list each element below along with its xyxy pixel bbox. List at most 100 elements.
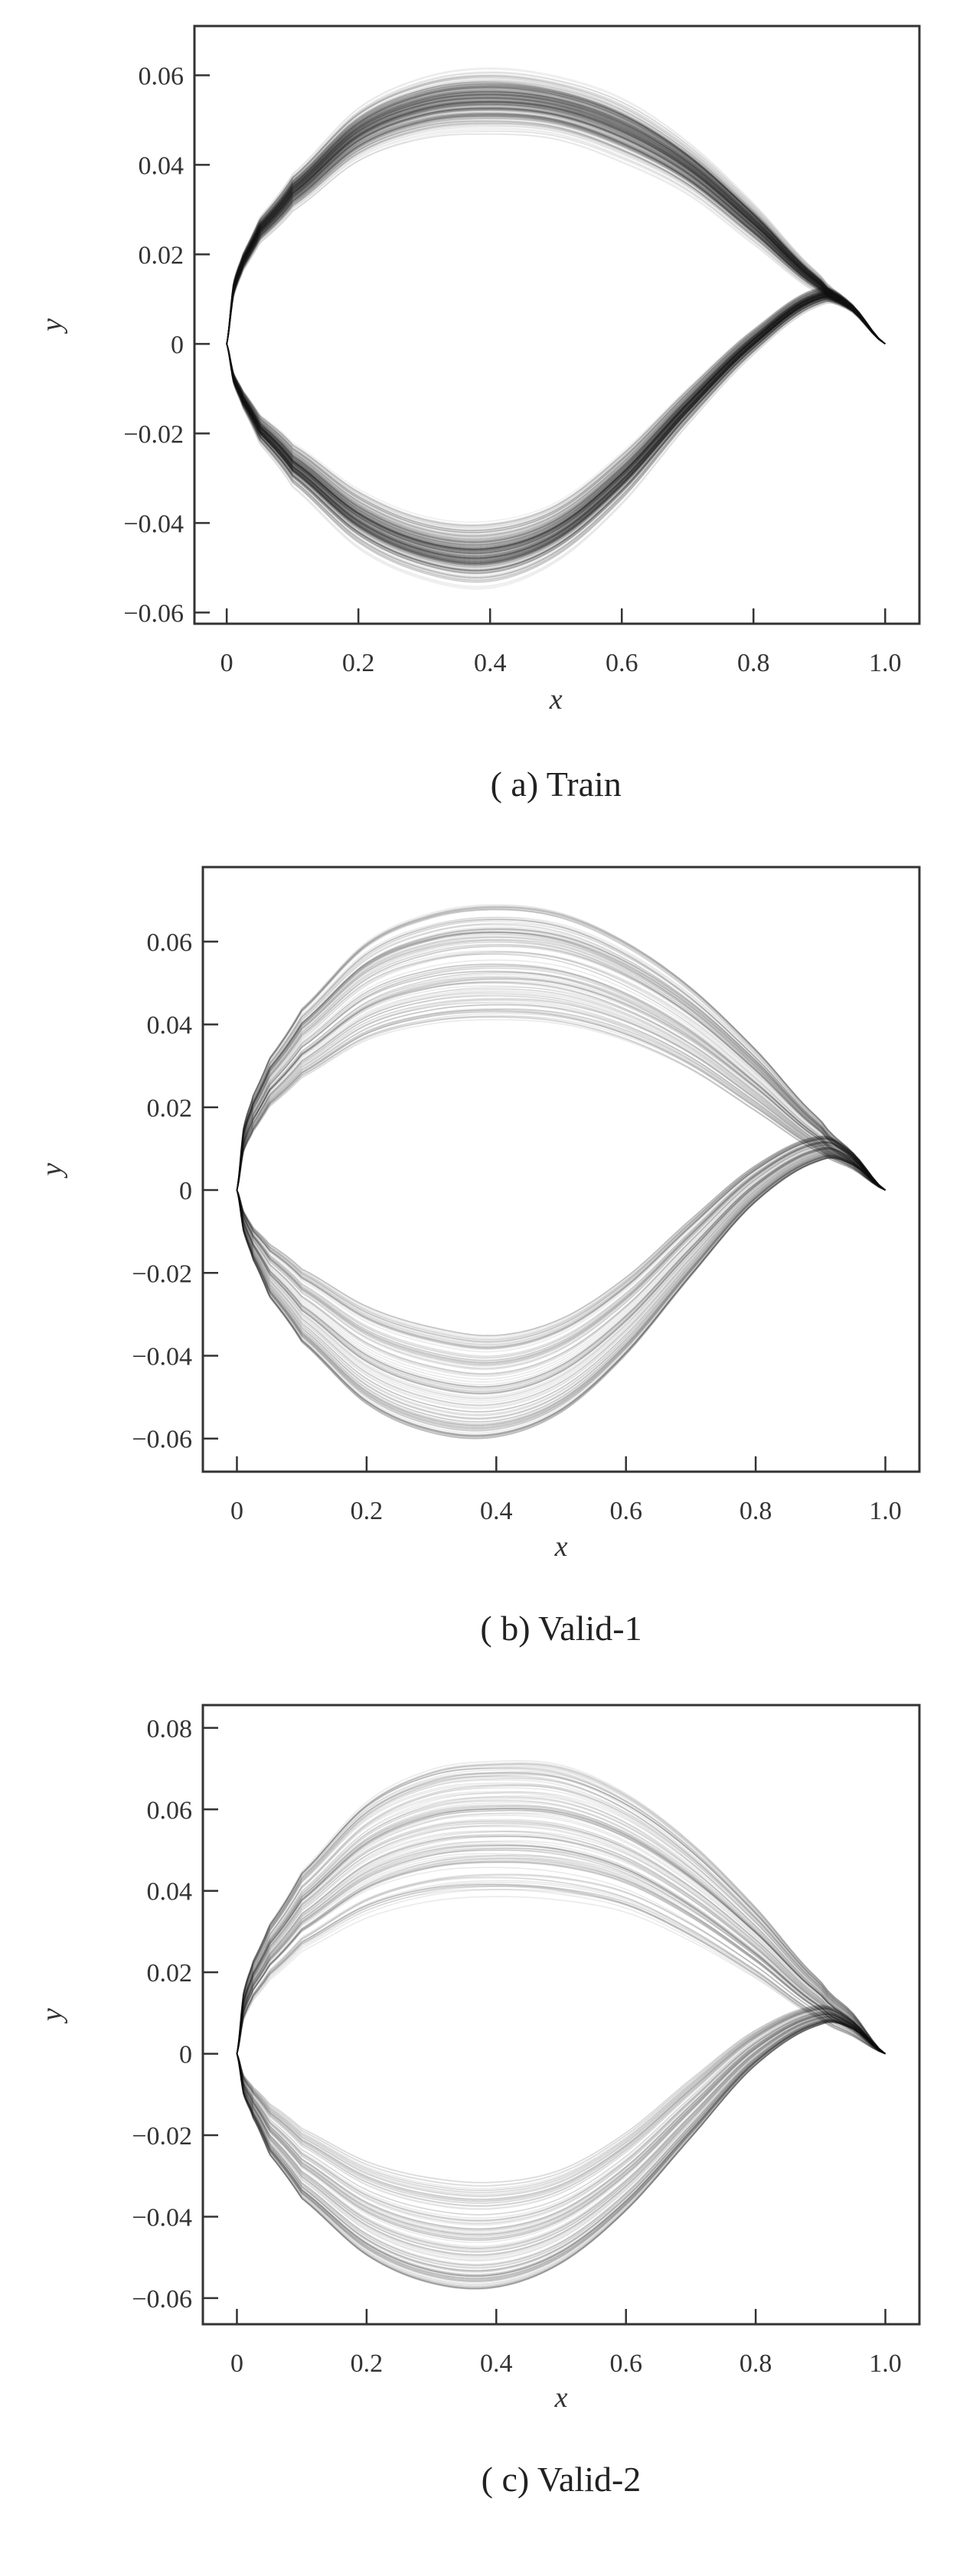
- curve-upper: [226, 86, 886, 345]
- curve-upper: [236, 904, 886, 1191]
- curve-lower: [236, 2020, 886, 2281]
- curve-upper: [226, 103, 886, 345]
- curve-lower: [226, 295, 886, 558]
- curve-lower: [236, 2019, 886, 2275]
- y-tick-label: −0.06: [123, 599, 184, 628]
- curve-upper: [226, 89, 886, 345]
- curve-lower: [236, 2020, 886, 2281]
- curve-lower: [226, 289, 886, 532]
- curve-upper: [226, 92, 886, 345]
- curve-upper: [236, 1850, 886, 2055]
- curve-upper: [226, 101, 886, 345]
- curve-lower: [226, 294, 886, 556]
- curve-lower: [236, 2007, 886, 2200]
- curve-lower: [236, 2016, 886, 2252]
- curve-upper: [236, 1772, 886, 2055]
- curve-lower: [226, 296, 886, 564]
- curve-lower: [236, 1156, 886, 1436]
- curve-lower: [226, 290, 886, 540]
- curve-upper: [226, 101, 886, 345]
- curve-upper: [226, 93, 886, 345]
- curve-upper: [226, 123, 886, 345]
- curve-lower: [236, 2015, 886, 2249]
- curves: [226, 67, 886, 590]
- curve-upper: [236, 989, 886, 1191]
- curve-lower: [236, 2006, 886, 2193]
- y-tick-label: 0.06: [147, 928, 193, 957]
- curve-lower: [236, 2019, 886, 2277]
- x-tick-label: 0.4: [480, 1497, 513, 1525]
- curve-lower: [226, 296, 886, 566]
- curve-lower: [226, 295, 886, 558]
- curve-lower: [236, 1146, 886, 1386]
- curve-lower: [226, 293, 886, 551]
- curve-upper: [236, 1836, 886, 2055]
- curve-lower: [236, 1141, 886, 1361]
- curve-upper: [226, 85, 886, 345]
- curve-upper: [226, 116, 886, 345]
- curve-lower: [226, 295, 886, 559]
- curve-lower: [226, 295, 886, 560]
- curve-lower: [236, 1140, 886, 1358]
- curve-upper: [226, 101, 886, 345]
- curve-upper: [226, 83, 886, 345]
- curve-upper: [236, 1770, 886, 2055]
- y-axis-label: y: [36, 318, 68, 334]
- curve-upper: [226, 103, 886, 345]
- curve-lower: [236, 2018, 886, 2271]
- curve-lower: [226, 296, 886, 564]
- curve-upper: [226, 86, 886, 345]
- curve-upper: [236, 965, 886, 1191]
- curves: [236, 904, 886, 1440]
- curve-lower: [226, 294, 886, 556]
- curve-lower: [236, 1154, 886, 1425]
- curve-upper: [226, 89, 886, 345]
- x-tick-label: 0.2: [342, 649, 375, 677]
- curve-lower: [236, 2014, 886, 2239]
- curve-lower: [236, 1144, 886, 1376]
- curve-upper: [226, 97, 886, 345]
- curve-upper: [236, 1011, 886, 1191]
- curve-lower: [236, 1156, 886, 1434]
- curve-lower: [236, 1152, 886, 1415]
- curve-lower: [236, 2014, 886, 2239]
- x-tick-label: 0: [220, 649, 233, 677]
- curve-lower: [236, 1149, 886, 1400]
- curve-lower: [236, 1153, 886, 1420]
- curve-lower: [236, 1141, 886, 1362]
- curve-upper: [236, 1785, 886, 2055]
- curve-upper: [236, 1855, 886, 2055]
- curve-upper: [226, 114, 886, 345]
- curve-lower: [226, 294, 886, 554]
- curve-lower: [226, 299, 886, 576]
- curve-upper: [236, 1009, 886, 1191]
- curve-lower: [236, 1148, 886, 1394]
- curve-lower: [226, 294, 886, 554]
- curve-lower: [236, 1146, 886, 1383]
- curve-upper: [226, 98, 886, 345]
- y-tick-label: 0.02: [147, 1959, 193, 1987]
- curve-upper: [236, 964, 886, 1191]
- curve-lower: [226, 289, 886, 536]
- curve-lower: [236, 1148, 886, 1395]
- curve-lower: [226, 295, 886, 557]
- curve-upper: [236, 1896, 886, 2055]
- curve-upper: [236, 1766, 886, 2055]
- curve-upper: [226, 85, 886, 345]
- curve-lower: [236, 1155, 886, 1427]
- curve-upper: [236, 971, 886, 1191]
- curve-upper: [226, 96, 886, 345]
- curve-lower: [236, 1146, 886, 1387]
- curve-upper: [236, 907, 886, 1191]
- curve-upper: [236, 1798, 886, 2055]
- curve-upper: [226, 103, 886, 345]
- curve-lower: [226, 293, 886, 553]
- curve-upper: [226, 92, 886, 345]
- curve-lower: [236, 1142, 886, 1365]
- curve-upper: [226, 108, 886, 345]
- curve-upper: [226, 102, 886, 345]
- plot-frame: [201, 866, 921, 1473]
- curve-upper: [226, 95, 886, 345]
- curve-upper: [226, 113, 886, 345]
- curve-upper: [236, 936, 886, 1191]
